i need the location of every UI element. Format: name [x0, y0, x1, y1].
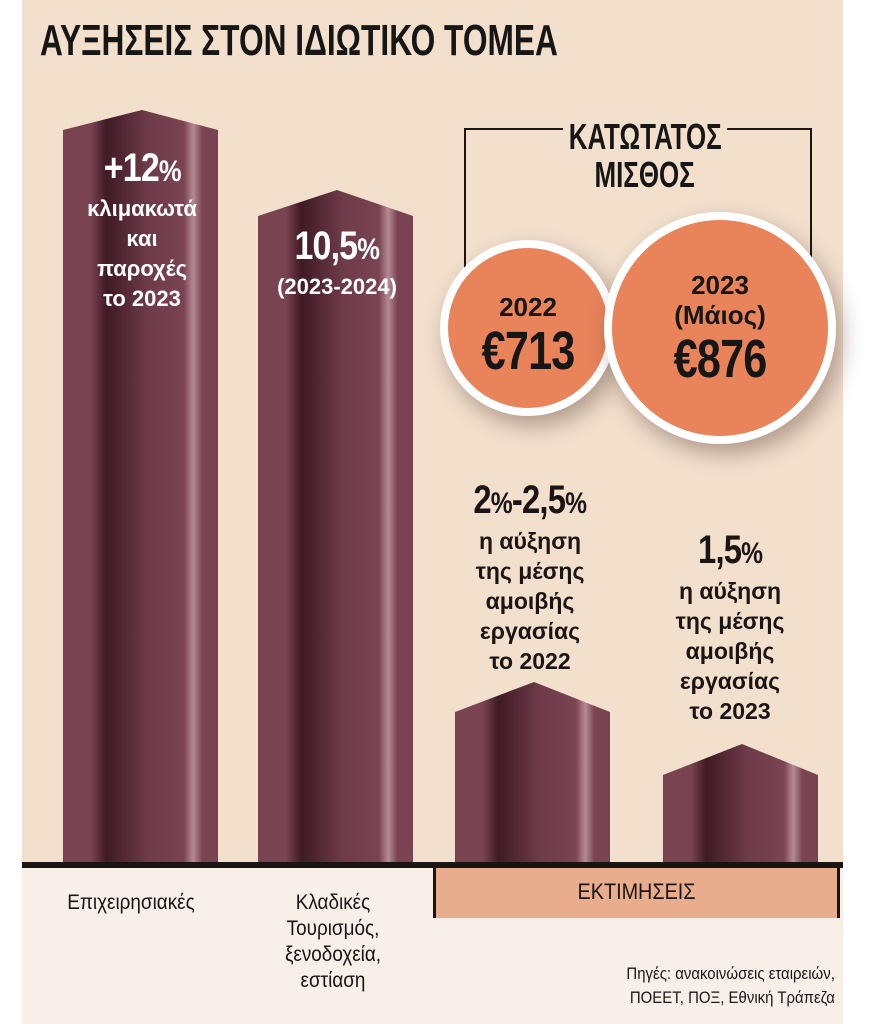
circle-value: €876 — [673, 329, 768, 389]
bar-kladikes: 10,5% (2023-2024) — [253, 188, 421, 864]
bar-desc-line: αμοιβής — [485, 588, 575, 614]
bar-shape — [663, 744, 818, 864]
bar-desc-line: το 2022 — [489, 648, 571, 674]
chart-title: ΑΥΞΗΣΕΙΣ ΣΤΟΝ ΙΔΙΩΤΙΚΟ ΤΟΜΕΑ — [40, 16, 558, 65]
bar-desc-line: και — [126, 226, 158, 251]
circle-year: 2022 — [499, 292, 557, 322]
min-wage-circle-2022: 2022 €713 — [440, 240, 616, 416]
bar-desc-line: εργασίας — [479, 618, 581, 644]
bar-shape — [258, 190, 413, 864]
category-label-epixeirisiakes: Επιχειρησιακές — [67, 891, 195, 914]
bar-desc-line: της μέσης — [475, 558, 585, 584]
bar-shape — [63, 110, 218, 864]
bar-shape — [455, 682, 610, 864]
bar-epixeirisiakes: +12% κλιμακωτά και παροχές το 2023 — [58, 108, 226, 864]
bar-value: 10,5% — [294, 224, 380, 268]
estimates-bracket: ΕΚΤΙΜΗΣΕΙΣ — [433, 868, 840, 918]
bar-desc-line: εργασίας — [679, 668, 781, 694]
category-label-kladikes: Κλαδικές Τουρισμός, ξενοδοχεία, εστίαση — [284, 891, 382, 992]
estimates-label: ΕΚΤΙΜΗΣΕΙΣ — [577, 879, 696, 904]
bar-label: 10,5% (2023-2024) — [253, 224, 421, 302]
bar-estimate-2022 — [450, 680, 618, 864]
circle-value: €713 — [481, 321, 576, 381]
circle-year: 2023 — [691, 270, 749, 300]
bar-desc-line: κλιμακωτά — [87, 196, 197, 221]
bar-value: 1,5% — [697, 528, 763, 572]
x-axis-baseline — [22, 862, 843, 868]
bar-estimate-2023 — [658, 742, 826, 864]
bar-label-estimate-2023: 1,5% η αύξηση της μέσης αμοιβής εργασίας… — [640, 528, 820, 726]
bar-desc-line: η αύξηση — [678, 578, 782, 604]
bar-desc-line: το 2023 — [689, 698, 771, 724]
bar-value: 2%-2,5% — [473, 478, 588, 522]
source-note: Πηγές: ανακοινώσεις εταιρειών, ΠΟΕΕΤ, ΠΟ… — [626, 964, 835, 1007]
bar-desc-line: παροχές — [96, 256, 188, 281]
minimum-wage-title: ΚΑΤΩΤΑΤΟΣ ΜΙΣΘΟΣ — [500, 118, 790, 194]
bar-label: +12% κλιμακωτά και παροχές το 2023 — [58, 146, 226, 314]
bar-desc-line: η αύξηση — [478, 528, 582, 554]
bar-desc-line: (2023-2024) — [277, 274, 397, 299]
bar-label-estimate-2022: 2%-2,5% η αύξηση της μέσης αμοιβής εργασ… — [440, 478, 620, 676]
bar-desc-line: της μέσης — [675, 608, 785, 634]
circle-note: (Μάιος) — [674, 300, 766, 330]
bar-value: +12% — [103, 146, 182, 190]
min-wage-circle-2023: 2023 (Μάιος) €876 — [604, 212, 836, 444]
bar-desc-line: αμοιβής — [685, 638, 775, 664]
bar-desc-line: το 2023 — [103, 286, 181, 311]
